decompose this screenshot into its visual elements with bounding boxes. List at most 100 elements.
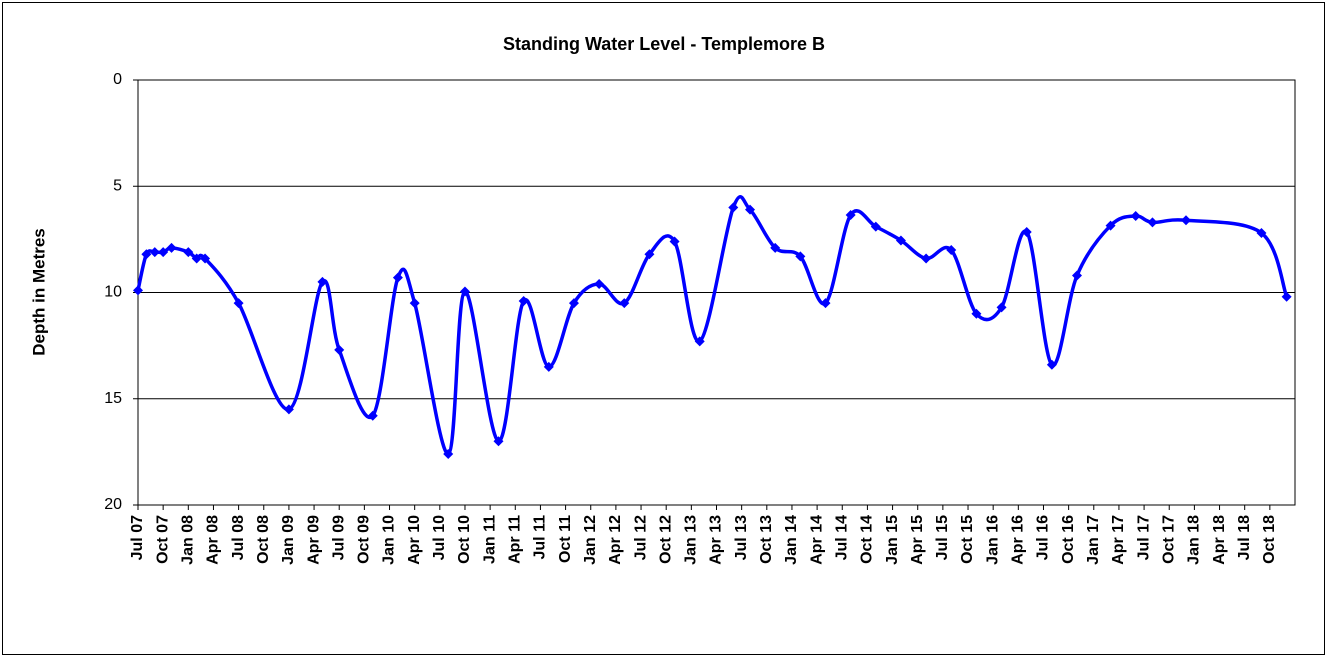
data-marker <box>619 298 630 309</box>
x-tick-label: Jan 08 <box>180 515 197 565</box>
x-tick-label: Jul 12 <box>632 515 649 560</box>
x-tick-label: Apr 13 <box>708 515 725 565</box>
chart-title: Standing Water Level - Templemore B <box>503 34 825 54</box>
x-tick-label: Apr 18 <box>1211 515 1228 565</box>
data-marker <box>946 245 957 255</box>
data-marker <box>971 308 982 319</box>
data-marker <box>149 247 160 258</box>
x-tick-label: Oct 12 <box>657 515 674 564</box>
y-tick-label: 5 <box>113 177 122 194</box>
x-tick-label: Oct 10 <box>456 515 473 564</box>
data-marker <box>367 410 378 421</box>
x-tick-label: Jul 09 <box>330 515 347 560</box>
data-marker <box>1281 291 1292 302</box>
data-marker <box>158 247 169 258</box>
data-marker <box>166 242 177 253</box>
x-tick-label: Oct 13 <box>758 515 775 564</box>
x-tick-label: Oct 07 <box>154 515 171 564</box>
data-marker <box>728 202 739 213</box>
data-marker <box>493 436 504 447</box>
data-marker <box>1105 220 1116 231</box>
data-marker <box>644 249 655 260</box>
x-tick-label: Apr 15 <box>909 515 926 565</box>
data-marker <box>233 298 244 309</box>
x-tick-label: Apr 17 <box>1110 515 1127 565</box>
x-tick-label: Jul 16 <box>1035 515 1052 560</box>
x-tick-label: Jul 17 <box>1135 515 1152 560</box>
x-tick-label: Oct 11 <box>557 515 574 563</box>
x-tick-label: Jan 12 <box>582 515 599 565</box>
data-marker <box>334 344 345 355</box>
x-tick-label: Oct 16 <box>1060 515 1077 564</box>
data-marker <box>895 235 906 246</box>
y-tick-label: 10 <box>104 284 122 301</box>
data-marker <box>795 251 806 262</box>
data-marker <box>183 247 194 258</box>
y-tick-label: 20 <box>104 496 122 513</box>
x-tick-label: Jul 14 <box>833 515 850 560</box>
data-marker <box>745 204 756 215</box>
data-marker <box>1181 215 1192 226</box>
x-tick-label: Jan 11 <box>481 515 498 564</box>
data-marker <box>996 302 1007 313</box>
data-marker <box>694 336 705 347</box>
x-tick-label: Apr 12 <box>607 515 624 565</box>
x-tick-label: Jan 10 <box>381 515 398 565</box>
y-tick-label: 15 <box>104 390 122 407</box>
data-marker <box>409 298 420 309</box>
x-tick-label: Oct 09 <box>356 515 373 564</box>
data-marker <box>200 253 211 264</box>
data-marker <box>518 296 529 306</box>
data-marker <box>845 209 856 220</box>
x-tick-label: Jan 17 <box>1085 515 1102 565</box>
x-tick-label: Apr 14 <box>808 515 825 565</box>
data-marker <box>669 236 680 247</box>
x-tick-label: Apr 16 <box>1010 515 1027 565</box>
data-marker <box>870 221 881 232</box>
data-marker <box>392 272 403 283</box>
x-tick-label: Jan 13 <box>683 515 700 565</box>
data-marker <box>459 286 470 297</box>
data-marker <box>1130 211 1141 221</box>
x-tick-label: Apr 10 <box>406 515 423 565</box>
data-marker <box>1021 226 1032 237</box>
data-marker <box>1072 270 1083 281</box>
x-tick-label: Oct 08 <box>255 515 272 564</box>
x-tick-label: Jul 08 <box>230 515 247 560</box>
data-marker <box>770 242 781 253</box>
x-tick-label: Jul 15 <box>934 515 951 560</box>
x-tick-label: Jul 07 <box>129 515 146 560</box>
x-tick-label: Apr 09 <box>305 515 322 565</box>
y-tick-label: 0 <box>113 71 122 88</box>
data-marker <box>568 298 579 309</box>
x-tick-label: Jul 18 <box>1236 515 1253 560</box>
data-marker <box>1046 359 1057 370</box>
x-tick-label: Apr 08 <box>205 515 222 565</box>
x-tick-label: Apr 11 <box>507 515 524 564</box>
x-tick-label: Jul 13 <box>733 515 750 560</box>
data-marker <box>543 361 554 372</box>
x-tick-label: Jan 18 <box>1186 515 1203 565</box>
x-tick-label: Jul 10 <box>431 515 448 560</box>
x-tick-label: Oct 18 <box>1261 515 1278 564</box>
y-axis-label: Depth in Metres <box>29 228 48 356</box>
data-marker <box>317 276 328 287</box>
data-marker <box>283 404 294 415</box>
x-tick-label: Oct 15 <box>959 515 976 564</box>
x-tick-label: Jan 09 <box>280 515 297 565</box>
data-marker <box>191 253 202 264</box>
data-marker <box>133 285 143 296</box>
data-marker <box>141 249 152 260</box>
data-marker <box>443 449 454 459</box>
x-tick-label: Oct 17 <box>1160 515 1177 564</box>
x-tick-label: Jul 11 <box>532 515 549 560</box>
x-tick-label: Oct 14 <box>859 515 876 564</box>
data-marker <box>1147 217 1158 228</box>
data-marker <box>1256 228 1267 238</box>
data-marker <box>594 279 605 289</box>
x-tick-label: Jan 15 <box>884 515 901 565</box>
x-tick-label: Jan 16 <box>984 515 1001 565</box>
data-marker <box>921 253 932 264</box>
x-tick-label: Jan 14 <box>783 515 800 565</box>
